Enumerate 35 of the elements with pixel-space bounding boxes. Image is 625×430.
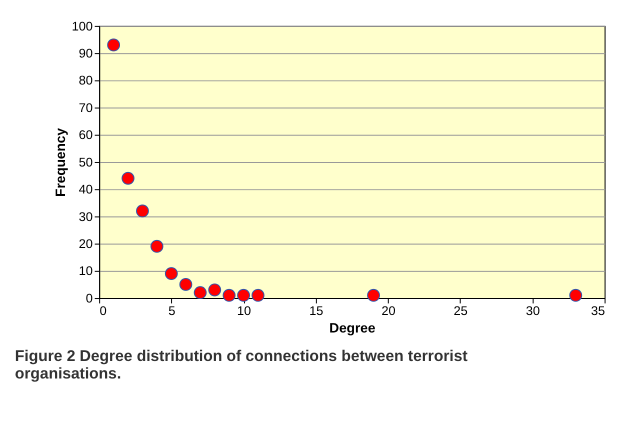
x-tick-label: 25 bbox=[454, 304, 468, 318]
point bbox=[164, 267, 178, 280]
y-tick-label: 10 bbox=[78, 264, 93, 278]
x-tick-label: 15 bbox=[309, 304, 324, 318]
y-tick-label: 50 bbox=[78, 155, 93, 170]
point bbox=[150, 240, 164, 253]
x-tick-label: 30 bbox=[526, 304, 540, 318]
x-tick-label: 0 bbox=[100, 304, 107, 318]
y-tick-label: 70 bbox=[78, 100, 93, 115]
point bbox=[122, 172, 134, 185]
point bbox=[252, 288, 264, 302]
y-tick-label: 30 bbox=[78, 210, 93, 224]
point bbox=[136, 204, 149, 218]
y-tick-label: 0 bbox=[86, 291, 93, 306]
point bbox=[107, 38, 120, 52]
x-tick-label: 5 bbox=[168, 304, 176, 318]
point bbox=[194, 286, 207, 300]
point bbox=[367, 288, 380, 302]
x-axis-title: Degree bbox=[329, 320, 376, 336]
caption: Figure 2 Degree distribution of connections between terrorist organisations. bbox=[14, 348, 468, 383]
point bbox=[208, 283, 222, 296]
point bbox=[179, 278, 192, 291]
y-tick-label: 60 bbox=[78, 128, 93, 142]
y-axis-title: Frequency bbox=[52, 128, 68, 197]
point bbox=[237, 288, 250, 302]
y-tick-label: 40 bbox=[78, 182, 93, 197]
point bbox=[569, 288, 582, 302]
y-tick-label: 100 bbox=[72, 19, 93, 34]
x-tick-label: 10 bbox=[237, 304, 252, 318]
x-tick-label: 20 bbox=[381, 304, 396, 318]
y-tick-label: 90 bbox=[78, 46, 93, 60]
y-tick-label: 80 bbox=[78, 74, 93, 88]
y-tick-label: 20 bbox=[78, 237, 93, 251]
point bbox=[222, 288, 236, 302]
x-tick-label: 35 bbox=[591, 304, 606, 318]
